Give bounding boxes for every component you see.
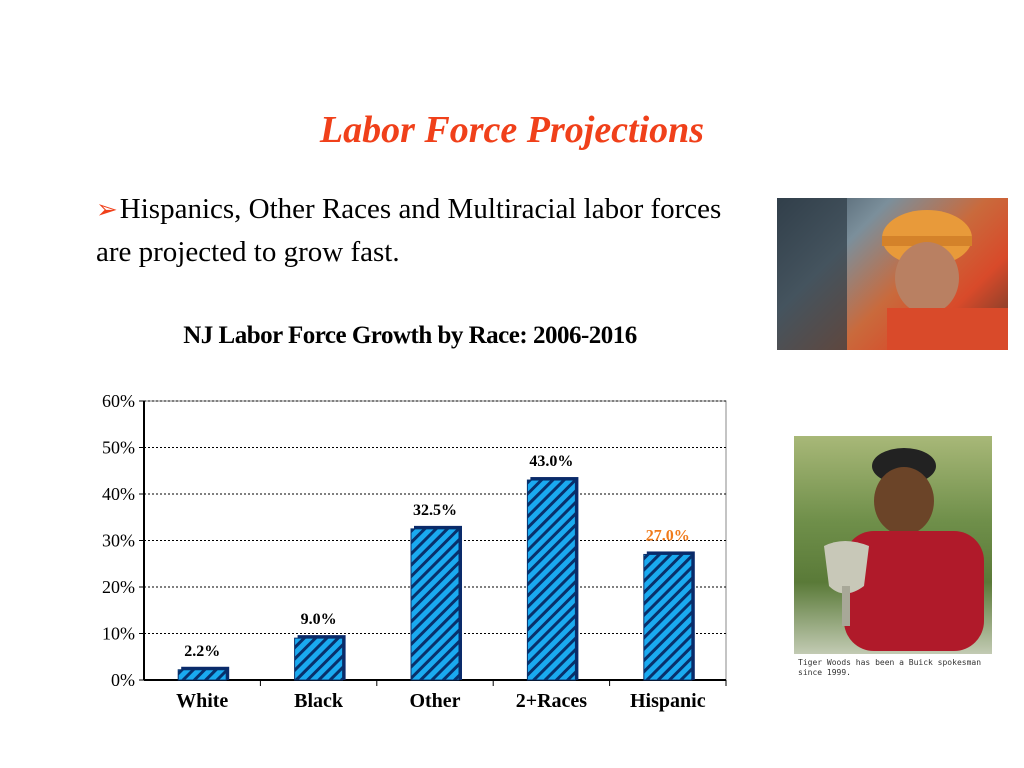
golfer-illustration	[794, 448, 992, 680]
y-tick-label: 20%	[102, 577, 135, 597]
data-label: 43.0%	[529, 453, 573, 470]
slide-title: Labor Force Projections	[319, 109, 705, 151]
face-shape	[874, 467, 934, 535]
hard-hat-brim	[882, 236, 972, 246]
y-tick-label: 30%	[102, 531, 135, 551]
y-tick-label: 0%	[111, 670, 135, 690]
jacket-shape	[887, 308, 1008, 350]
worker-photo	[777, 198, 1008, 350]
bar	[294, 637, 344, 681]
caption-background	[794, 654, 992, 680]
chart-title: NJ Labor Force Growth by Race: 2006-2016	[183, 322, 637, 349]
bullet-point: ➢Hispanics, Other Races and Multiracial …	[96, 188, 756, 273]
x-tick-label: Other	[409, 690, 460, 712]
face-shape	[895, 242, 959, 314]
y-tick-label: 50%	[102, 438, 135, 458]
bar-chart: 0% 10% 20% 30% 40% 50% 60% White 2.2% Black 9.0% Ot…	[102, 391, 727, 712]
shirt-shape	[844, 531, 984, 651]
data-label: 2.2%	[184, 643, 220, 660]
machinery-shape	[777, 198, 847, 350]
x-tick-label: White	[176, 690, 228, 712]
data-label: 27.0%	[646, 527, 690, 544]
bar	[643, 553, 693, 681]
arrow-bullet-icon: ➢	[96, 195, 118, 224]
photo-caption: Tiger Woods has been a Buick spokesman s…	[798, 658, 982, 677]
bar	[177, 669, 227, 681]
data-label: 9.0%	[301, 611, 337, 628]
y-tick-label: 40%	[102, 484, 135, 504]
y-tick-label: 10%	[102, 624, 135, 644]
data-label: 32.5%	[413, 502, 457, 519]
golfer-photo: Tiger Woods has been a Buick spokesman s…	[794, 436, 992, 680]
y-tick-label: 60%	[102, 391, 135, 411]
x-tick-label: Hispanic	[630, 690, 706, 712]
worker-illustration	[777, 198, 1008, 350]
bullet-text: Hispanics, Other Races and Multiracial l…	[96, 193, 722, 268]
x-tick-label: Black	[294, 690, 344, 712]
bar	[526, 479, 576, 681]
trophy-shape	[824, 541, 869, 594]
x-tick-label: 2+Races	[516, 690, 588, 712]
trophy-stem	[842, 586, 850, 626]
bar	[410, 528, 460, 681]
